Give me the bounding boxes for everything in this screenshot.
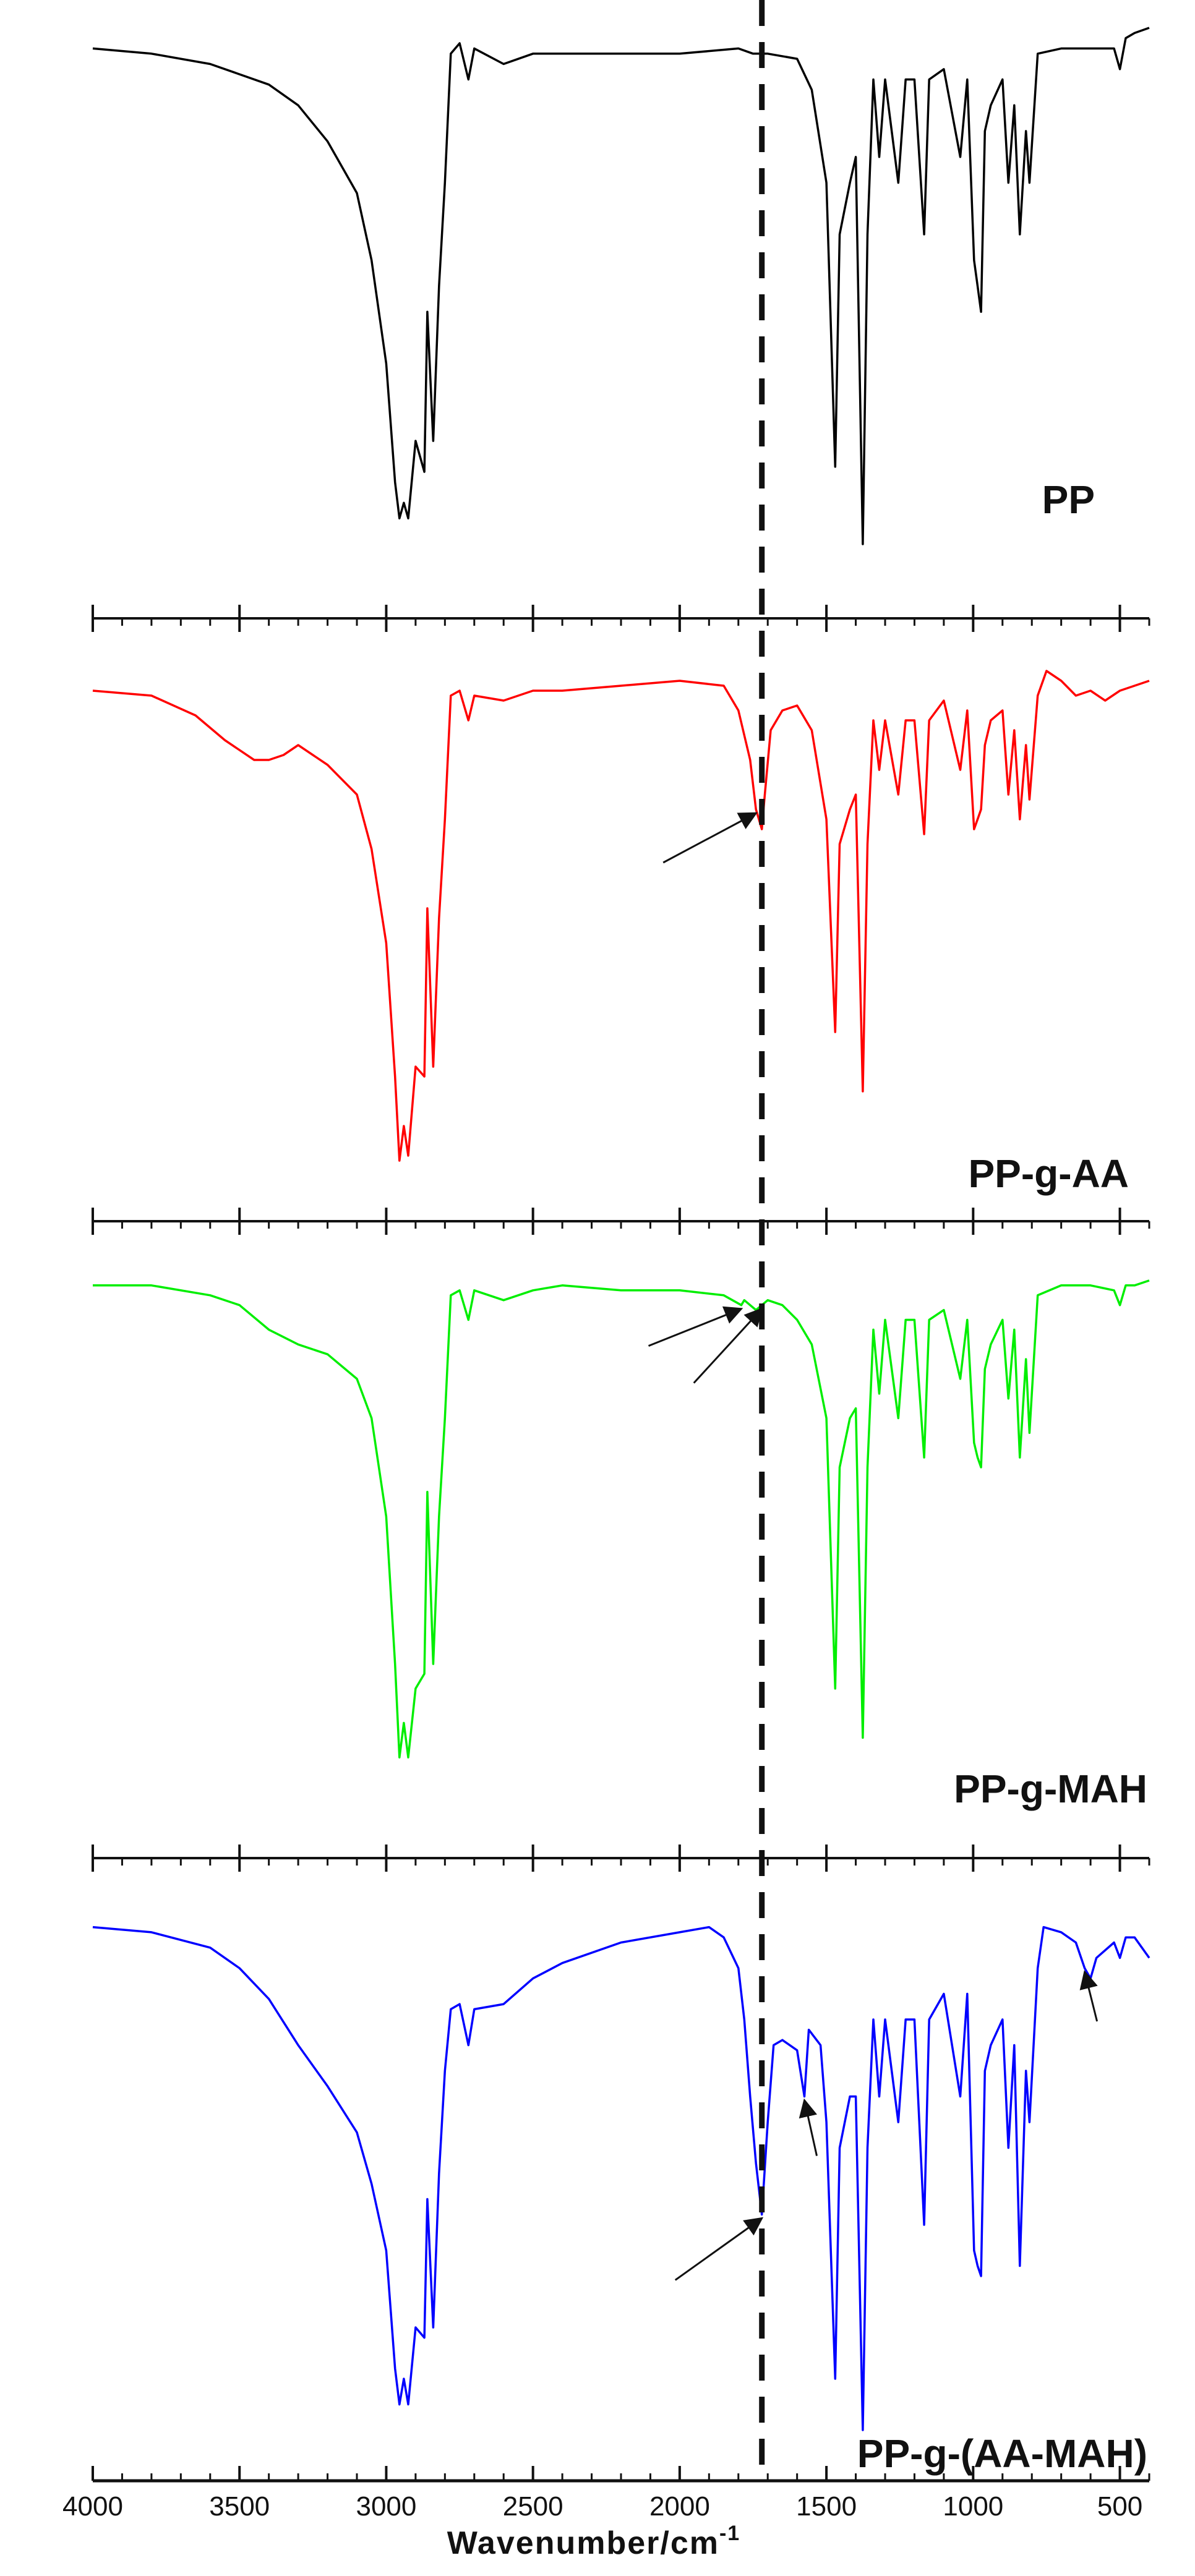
series-label-2: PP-g-AA bbox=[968, 1151, 1129, 1196]
series-line-4 bbox=[92, 1926, 1150, 2431]
x-tick-label: 4000 bbox=[62, 2491, 123, 2522]
peak-arrow bbox=[674, 2217, 764, 2281]
peak-arrow bbox=[799, 2098, 818, 2156]
peak-arrow bbox=[648, 1306, 743, 1347]
x-axis: 4000 3500 3000 2500 2000 1500 1000 500 bbox=[62, 2466, 1150, 2522]
x-tick-label: 3500 bbox=[209, 2491, 270, 2522]
series-line-3 bbox=[93, 1279, 1150, 1759]
series-label-1: PP bbox=[1042, 477, 1095, 522]
series-line-2 bbox=[92, 670, 1150, 1162]
panel-separators bbox=[92, 605, 1150, 1872]
peak-arrow bbox=[1079, 1970, 1099, 2022]
spectra-series bbox=[92, 27, 1150, 2431]
peak-arrow bbox=[693, 1307, 763, 1384]
x-tick-label: 2000 bbox=[649, 2491, 710, 2522]
x-tick-label: 3000 bbox=[356, 2491, 416, 2522]
x-tick-label: 500 bbox=[1097, 2491, 1142, 2522]
x-axis-title-superscript: -1 bbox=[719, 2522, 740, 2545]
x-tick-label: 1000 bbox=[943, 2491, 1003, 2522]
series-label-3: PP-g-MAH bbox=[954, 1767, 1147, 1811]
peak-arrow bbox=[662, 812, 758, 864]
series-label-4: PP-g-(AA-MAH) bbox=[857, 2431, 1147, 2476]
series-labels: PP PP-g-AA PP-g-MAH PP-g-(AA-MAH) bbox=[857, 477, 1147, 2476]
x-axis-title-text: Wavenumber/cm bbox=[447, 2525, 719, 2561]
x-axis-title: Wavenumber/cm-1 bbox=[447, 2522, 740, 2561]
series-line-1 bbox=[92, 27, 1150, 545]
x-tick-label: 2500 bbox=[503, 2491, 563, 2522]
peak-arrows bbox=[648, 812, 1099, 2281]
x-tick-label: 1500 bbox=[796, 2491, 857, 2522]
